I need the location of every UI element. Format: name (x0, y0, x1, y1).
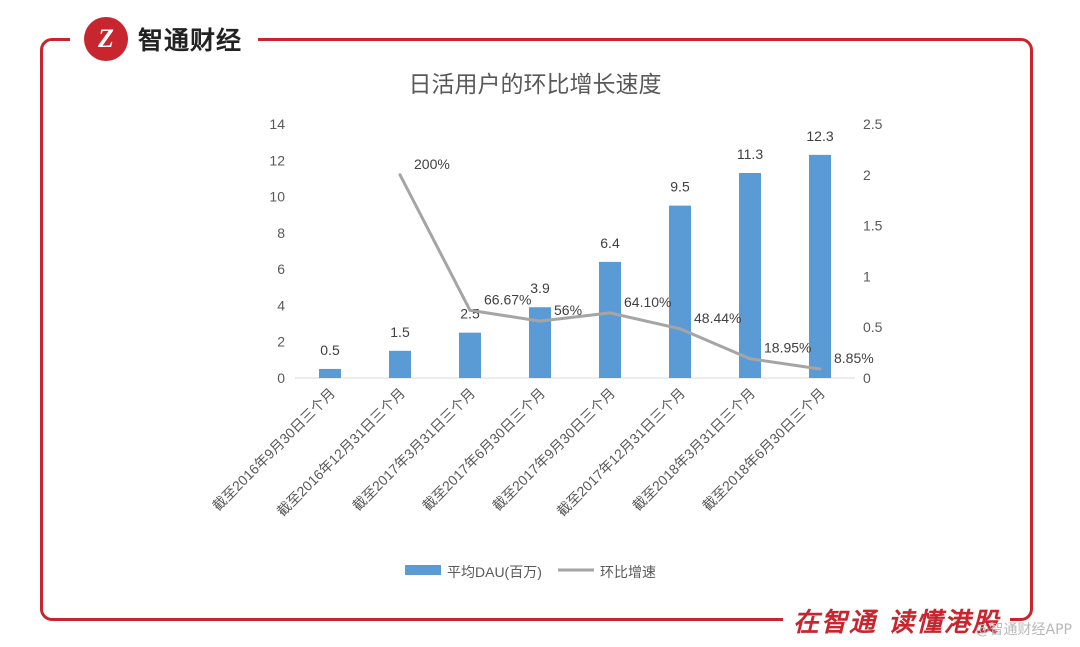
y-left-tick: 10 (269, 189, 285, 205)
bar (669, 205, 691, 378)
y-left-tick: 12 (269, 152, 285, 168)
x-category-label: 截至2016年9月30日三个月 (209, 385, 338, 514)
bar-data-label: 9.5 (670, 179, 690, 195)
brand-logo: Z 智通财经 (70, 14, 259, 64)
growth-data-label: 200% (414, 156, 450, 172)
red-frame (40, 38, 1033, 621)
x-category-label: 截至2016年12月31日三个月 (274, 385, 409, 520)
bar-data-label: 11.3 (737, 146, 763, 162)
growth-point (468, 308, 472, 312)
slogan-box: 在智通 读懂港股 (782, 598, 1010, 642)
legend-bar-swatch (405, 565, 441, 575)
growth-data-label: 64.10% (624, 294, 671, 310)
growth-data-label: 56% (554, 302, 582, 318)
x-category-label: 截至2017年3月31日三个月 (349, 385, 478, 514)
y-left-tick: 8 (277, 225, 285, 241)
bar (529, 307, 551, 378)
y-right-tick: 1 (863, 268, 871, 284)
y-left-tick: 0 (277, 370, 285, 386)
growth-point (608, 311, 612, 315)
bar (389, 350, 411, 378)
bar-data-label: 0.5 (320, 342, 340, 358)
growth-data-label: 66.67% (484, 291, 531, 307)
x-category-label: 截至2017年6月30日三个月 (419, 385, 548, 514)
growth-data-label: 48.44% (694, 310, 741, 326)
growth-point (818, 367, 822, 371)
legend-bar-label: 平均DAU(百万) (447, 564, 542, 580)
bar-data-label: 1.5 (390, 324, 410, 340)
growth-point (678, 327, 682, 331)
logo-icon: Z (84, 17, 128, 61)
y-right-tick: 2.5 (863, 116, 883, 132)
y-left-tick: 2 (277, 334, 285, 350)
x-category-label: 截至2017年12月31日三个月 (554, 385, 689, 520)
bar-data-label: 6.4 (600, 235, 620, 251)
growth-point (538, 319, 542, 323)
growth-point (398, 173, 402, 177)
legend-line-label: 环比增速 (600, 564, 656, 580)
y-right-tick: 0.5 (863, 319, 883, 335)
watermark: @智通财经APP (975, 622, 1072, 638)
bar (809, 154, 831, 378)
chart-title: 日活用户的环比增长速度 (409, 71, 662, 97)
y-right-tick: 0 (863, 370, 871, 386)
bar (599, 261, 621, 378)
bar (459, 332, 481, 378)
y-left-tick: 14 (269, 116, 285, 132)
bar (319, 368, 341, 378)
bar (739, 172, 761, 378)
growth-data-label: 8.85% (834, 350, 874, 366)
x-category-label: 截至2017年9月30日三个月 (489, 385, 618, 514)
y-left-tick: 4 (277, 297, 285, 313)
y-right-tick: 2 (863, 167, 871, 183)
bar-data-label: 12.3 (806, 128, 833, 144)
x-category-label: 截至2018年6月30日三个月 (699, 385, 828, 514)
y-right-tick: 1.5 (863, 218, 883, 234)
y-left-tick: 6 (277, 261, 285, 277)
growth-point (748, 357, 752, 361)
slogan-text: 在智通 读懂港股 (792, 607, 1000, 638)
bar-data-label: 3.9 (530, 280, 550, 296)
x-category-label: 截至2018年3月31日三个月 (629, 385, 758, 514)
brand-name: 智通财经 (138, 26, 243, 55)
growth-data-label: 18.95% (764, 340, 811, 356)
